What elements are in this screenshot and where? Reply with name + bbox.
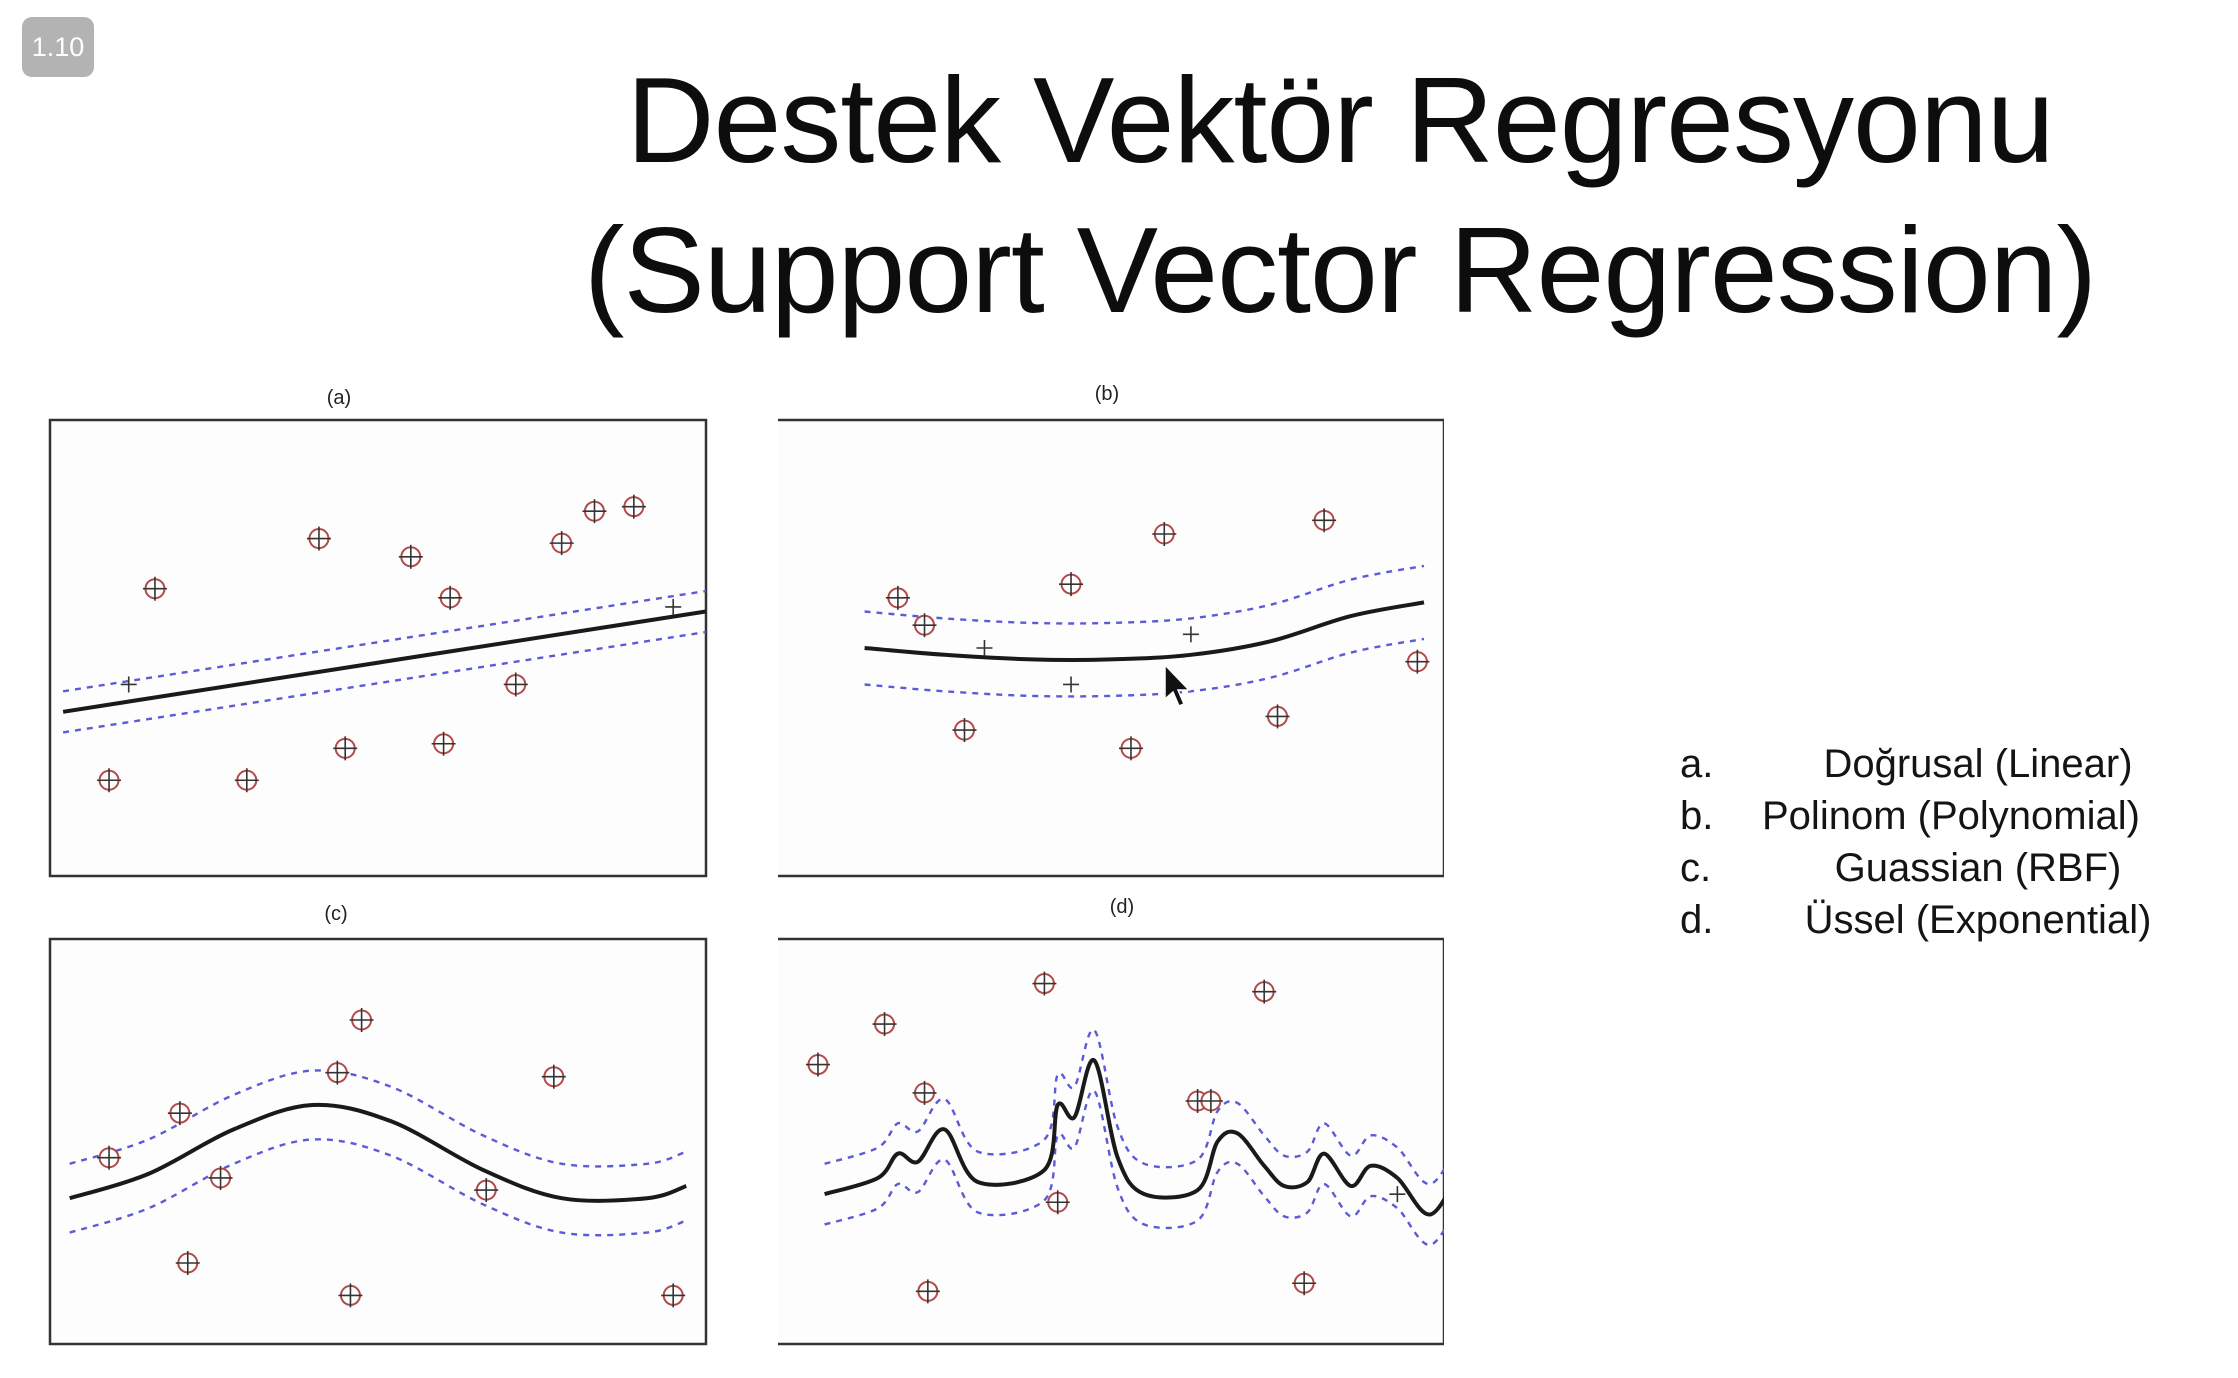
- legend-text: Üssel (Exponential): [1804, 898, 2152, 942]
- legend-letter: b.: [1680, 794, 1714, 838]
- chart-panel-b: (b): [776, 383, 1444, 878]
- support-vector-point: [97, 768, 122, 793]
- panel-title: (b): [1095, 383, 1119, 405]
- version-badge[interactable]: 1.10: [22, 17, 94, 77]
- support-vector-point: [1265, 704, 1290, 729]
- support-vector-point: [661, 1283, 686, 1308]
- support-vector-point: [431, 731, 456, 756]
- legend-letter: a.: [1680, 742, 1714, 786]
- regression-line: [69, 1102, 688, 1203]
- epsilon-upper: [69, 1069, 687, 1168]
- legend-text: Doğrusal (Linear): [1823, 742, 2133, 786]
- support-vector-point: [1312, 508, 1337, 533]
- support-vector-point: [621, 494, 646, 519]
- epsilon-upper: [864, 564, 1425, 625]
- support-vector-point: [208, 1165, 233, 1190]
- plot-frame: [776, 418, 1444, 878]
- inside-tube-point: [1063, 676, 1080, 693]
- panel-title: (c): [324, 903, 347, 925]
- support-vector-point: [582, 499, 607, 524]
- mouse-cursor-icon: [1164, 663, 1191, 707]
- plot-frame: [776, 937, 1444, 1346]
- support-vector-point: [167, 1101, 192, 1126]
- support-vector-point: [142, 576, 167, 601]
- epsilon-lower: [864, 637, 1425, 698]
- regression-line: [62, 609, 706, 714]
- support-vector-point: [1292, 1271, 1317, 1296]
- legend-item: d. Üssel (Exponential): [1680, 894, 2222, 946]
- support-vector-point: [1252, 979, 1277, 1004]
- support-vector-point: [474, 1178, 499, 1203]
- epsilon-lower: [69, 1138, 687, 1237]
- support-vector-point: [398, 544, 423, 569]
- support-vector-point: [503, 672, 528, 697]
- support-vector-point: [541, 1064, 566, 1089]
- support-vector-point: [97, 1145, 122, 1170]
- support-vector-point: [1032, 971, 1057, 996]
- svr-kernel-figure: (a) (b) (c) (d): [48, 383, 1444, 1346]
- support-vector-point: [175, 1251, 200, 1275]
- support-vector-point: [1118, 736, 1143, 761]
- panel-title: (d): [1110, 896, 1134, 918]
- legend-text: Polinom (Polynomial): [1762, 794, 2140, 838]
- support-vector-point: [306, 526, 331, 551]
- slide-title: Destek Vektör Regresyonu (Support Vector…: [440, 45, 2238, 345]
- support-vector-point: [338, 1283, 363, 1308]
- regression-line: [864, 600, 1425, 662]
- title-line-1: Destek Vektör Regresyonu: [626, 52, 2054, 188]
- support-vector-point: [349, 1008, 374, 1032]
- inside-tube-point: [665, 598, 682, 615]
- support-vector-point: [805, 1052, 830, 1077]
- support-vector-point: [1405, 649, 1430, 674]
- support-vector-point: [872, 1012, 897, 1037]
- support-vector-point: [912, 613, 937, 638]
- legend-letter: d.: [1680, 898, 1714, 942]
- chart-panel-d: (d): [776, 896, 1444, 1346]
- support-vector-point: [438, 585, 463, 610]
- inside-tube-point: [976, 640, 993, 656]
- support-vector-point: [952, 718, 977, 743]
- inside-tube-point: [1182, 626, 1199, 643]
- support-vector-point: [549, 531, 574, 556]
- support-vector-point: [1059, 572, 1084, 597]
- inside-tube-point: [1389, 1186, 1406, 1203]
- support-vector-point: [915, 1279, 940, 1304]
- plot-frame: [48, 937, 708, 1346]
- panel-title: (a): [327, 387, 351, 409]
- kernel-legend: a. Doğrusal (Linear) b. Polinom (Polynom…: [1680, 738, 2222, 946]
- support-vector-point: [325, 1060, 350, 1085]
- inside-tube-point: [120, 676, 137, 693]
- support-vector-point: [1198, 1089, 1223, 1113]
- title-line-2: (Support Vector Regression): [583, 202, 2097, 338]
- support-vector-point: [885, 585, 910, 610]
- epsilon-upper: [62, 589, 706, 693]
- plot-frame: [48, 418, 708, 878]
- legend-text: Guassian (RBF): [1834, 846, 2122, 890]
- support-vector-point: [333, 736, 358, 761]
- legend-letter: c.: [1680, 846, 1712, 890]
- legend-item: c. Guassian (RBF): [1680, 842, 2222, 894]
- support-vector-point: [1152, 522, 1177, 546]
- chart-panel-c: (c): [48, 903, 708, 1346]
- chart-panel-a: (a): [48, 387, 708, 878]
- support-vector-point: [912, 1080, 937, 1105]
- support-vector-point: [234, 768, 259, 793]
- legend-item: a. Doğrusal (Linear): [1680, 738, 2222, 790]
- epsilon-lower: [62, 630, 706, 734]
- legend-item: b. Polinom (Polynomial): [1680, 790, 2222, 842]
- support-vector-point: [1045, 1190, 1070, 1215]
- regression-line: [824, 1058, 1444, 1217]
